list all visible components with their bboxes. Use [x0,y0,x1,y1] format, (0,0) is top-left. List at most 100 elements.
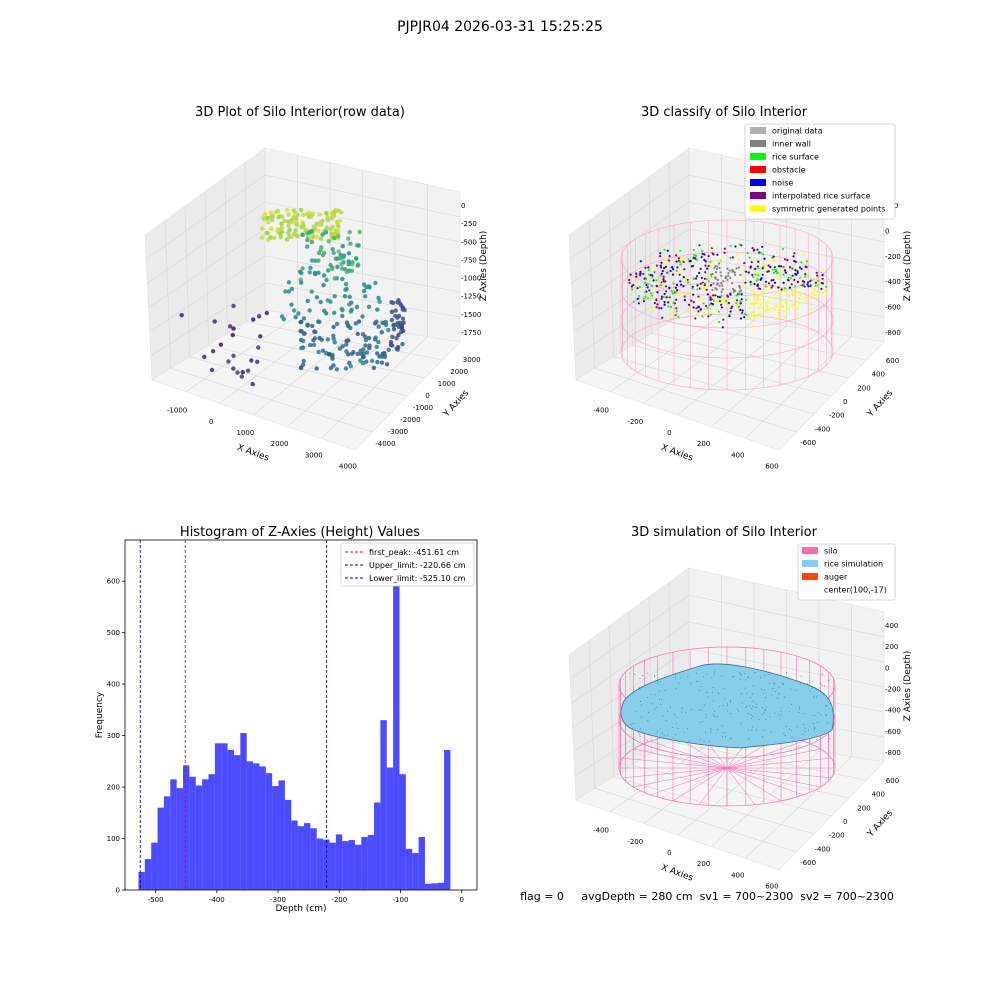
histogram-xlabel: Depth (cm) [275,904,326,914]
classified-point [790,304,793,307]
classified-point [714,297,717,300]
classified-point [764,267,767,270]
classified-point [794,302,797,305]
legend-label: symmetric generated points [772,205,885,214]
classified-point [677,257,681,260]
histogram-bar [323,839,330,890]
x-tick-label: -400 [209,896,225,904]
classified-point [651,294,654,297]
classified-point [692,306,695,309]
rice-mesh-point [634,673,636,675]
y-tick-label: 100 [107,835,120,843]
rice-mesh-point [826,722,828,724]
classified-point [672,307,676,310]
rice-mesh-point [707,696,709,698]
scatter-point [285,207,290,213]
classified-point [813,293,816,296]
rice-mesh-point [826,704,828,706]
scatter-point [262,211,268,217]
histogram-bar [265,773,273,890]
scatter-point [376,295,381,301]
rice-mesh-point [765,718,767,720]
scatter-point [395,300,400,305]
classified-point [655,299,658,302]
classified-point [734,308,737,311]
classified-point [722,280,725,283]
classified-point [739,317,743,320]
classified-point [719,301,722,305]
scatter-point [202,354,207,360]
classified-point [743,262,746,265]
p2-xtick: 600 [765,462,778,470]
scatter-point [284,237,290,242]
classified-point [796,314,800,317]
classified-point [687,303,691,306]
histogram-bar [272,786,279,890]
scatter-point [332,276,337,281]
classified-point [821,277,824,280]
classified-point [753,248,756,252]
classified-point [792,291,795,295]
rice-mesh-point [823,685,825,687]
scatter-point [390,343,395,348]
scatter-point [379,360,385,365]
scatter-point [399,326,404,331]
classified-point [697,310,700,313]
rice-mesh-point [761,713,763,715]
rice-mesh-point [647,720,649,722]
scatter-point [311,338,316,343]
rice-mesh-point [751,729,753,731]
rice-mesh-point [654,674,656,676]
classified-point [680,254,683,258]
scatter-point [291,308,297,313]
classified-point [669,305,673,309]
classified-point [672,301,675,304]
grid-line [668,162,671,322]
classified-point [771,268,774,271]
classified-point [793,278,796,281]
classified-point [675,269,678,272]
classified-point [738,293,741,296]
p4-xtick: 600 [765,882,778,890]
classified-point [764,280,768,283]
scatter-point [245,368,251,373]
classified-point [798,297,801,300]
classified-point [782,309,786,312]
classified-point [772,255,775,258]
scatter-point [324,225,330,230]
classified-point [667,305,670,308]
rice-mesh-point [754,672,756,674]
scatter-point [401,320,406,325]
classified-point [775,252,779,255]
scatter-point [251,317,256,322]
rice-mesh-point [703,704,705,706]
classified-point [757,273,760,277]
classified-point [656,303,659,306]
classified-point [825,292,828,295]
rice-mesh-point [709,731,711,733]
classified-point [786,302,789,305]
histogram-bar [284,799,292,890]
classified-point [814,284,817,287]
classified-point [729,292,732,295]
classified-point [628,281,631,284]
classified-point [705,278,708,281]
rice-simulation-surface [620,663,834,749]
classified-point [712,299,715,302]
legend-swatch [750,153,766,160]
p1-ztick: -1000 [461,275,481,283]
p4-xlabel: X Axies [660,863,695,884]
classified-point [743,268,746,271]
rice-mesh-point [717,729,719,730]
classified-point [696,275,699,278]
rice-mesh-point [799,708,800,710]
y-tick-label: 200 [107,784,120,792]
classified-point [680,257,683,260]
scatter-point [320,218,325,224]
y-tick-label: 300 [107,732,120,740]
classified-point [647,297,650,300]
scatter-point [361,354,366,360]
scatter-point [258,334,263,339]
classified-point [755,259,758,262]
rice-mesh-point [729,738,731,740]
